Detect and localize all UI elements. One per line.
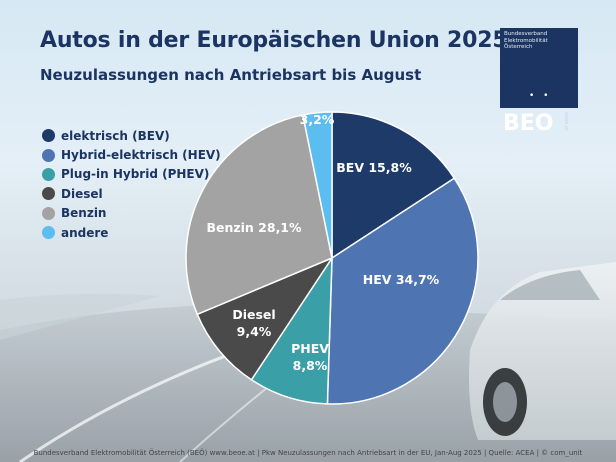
chart-legend: elektrisch (BEV) Hybrid-elektrisch (HEV) P…: [42, 126, 221, 242]
beo-logo: Bundesverband Elektromobilität Österreic…: [500, 28, 578, 135]
pie-slice-diesel: [196, 256, 334, 381]
pie-slice-benzin: [185, 114, 333, 316]
legend-label-bev: elektrisch (BEV): [61, 128, 170, 143]
pie-slice-bev: [331, 111, 456, 260]
pie-label-hev: HEV 34,7%: [363, 272, 440, 287]
legend-item-hev: Hybrid-elektrisch (HEV): [42, 145, 221, 164]
legend-item-andere: andere: [42, 223, 221, 242]
pie-label-phev: PHEV 8,8%: [291, 341, 329, 373]
pie-label-diesel: Diesel 9,4%: [232, 307, 275, 339]
legend-label-hev: Hybrid-elektrisch (HEV): [61, 148, 221, 163]
legend-label-phev: Plug-in Hybrid (PHEV): [61, 167, 210, 182]
footer-source-note: Bundesverband Elektromobilität Österreic…: [33, 449, 583, 457]
legend-label-andere: andere: [61, 225, 109, 240]
page-title: Autos in der Europäischen Union 2025: [40, 28, 508, 53]
legend-label-diesel: Diesel: [61, 186, 103, 201]
legend-label-benzin: Benzin: [61, 206, 107, 221]
pie-label-andere: 3,2%: [300, 112, 335, 127]
logo-url: beoe.at: [563, 112, 569, 131]
page-subtitle: Neuzulassungen nach Antriebsart bis Augu…: [40, 66, 422, 84]
legend-item-benzin: Benzin: [42, 204, 221, 223]
legend-swatch-hev: [42, 148, 55, 162]
legend-swatch-andere: [42, 226, 55, 240]
legend-swatch-bev: [42, 129, 55, 143]
legend-swatch-phev: [42, 167, 55, 181]
legend-swatch-diesel: [42, 187, 55, 201]
legend-item-diesel: Diesel: [42, 184, 221, 203]
pie-slice-hev: [326, 177, 479, 405]
legend-swatch-benzin: [42, 206, 55, 220]
pie-slice-phev: [250, 255, 333, 405]
legend-item-phev: Plug-in Hybrid (PHEV): [42, 165, 221, 184]
pie-slice-andere: [301, 111, 333, 259]
pie-label-benzin: Benzin 28,1%: [206, 220, 302, 235]
logo-text: BEO: [503, 111, 554, 136]
car-illustration: [469, 262, 616, 440]
legend-item-bev: elektrisch (BEV): [42, 126, 221, 145]
logo-organization-name: Bundesverband Elektromobilität Österreic…: [504, 31, 548, 50]
pie-label-bev: BEV 15,8%: [336, 160, 412, 175]
logo-dots: • •: [529, 91, 552, 101]
